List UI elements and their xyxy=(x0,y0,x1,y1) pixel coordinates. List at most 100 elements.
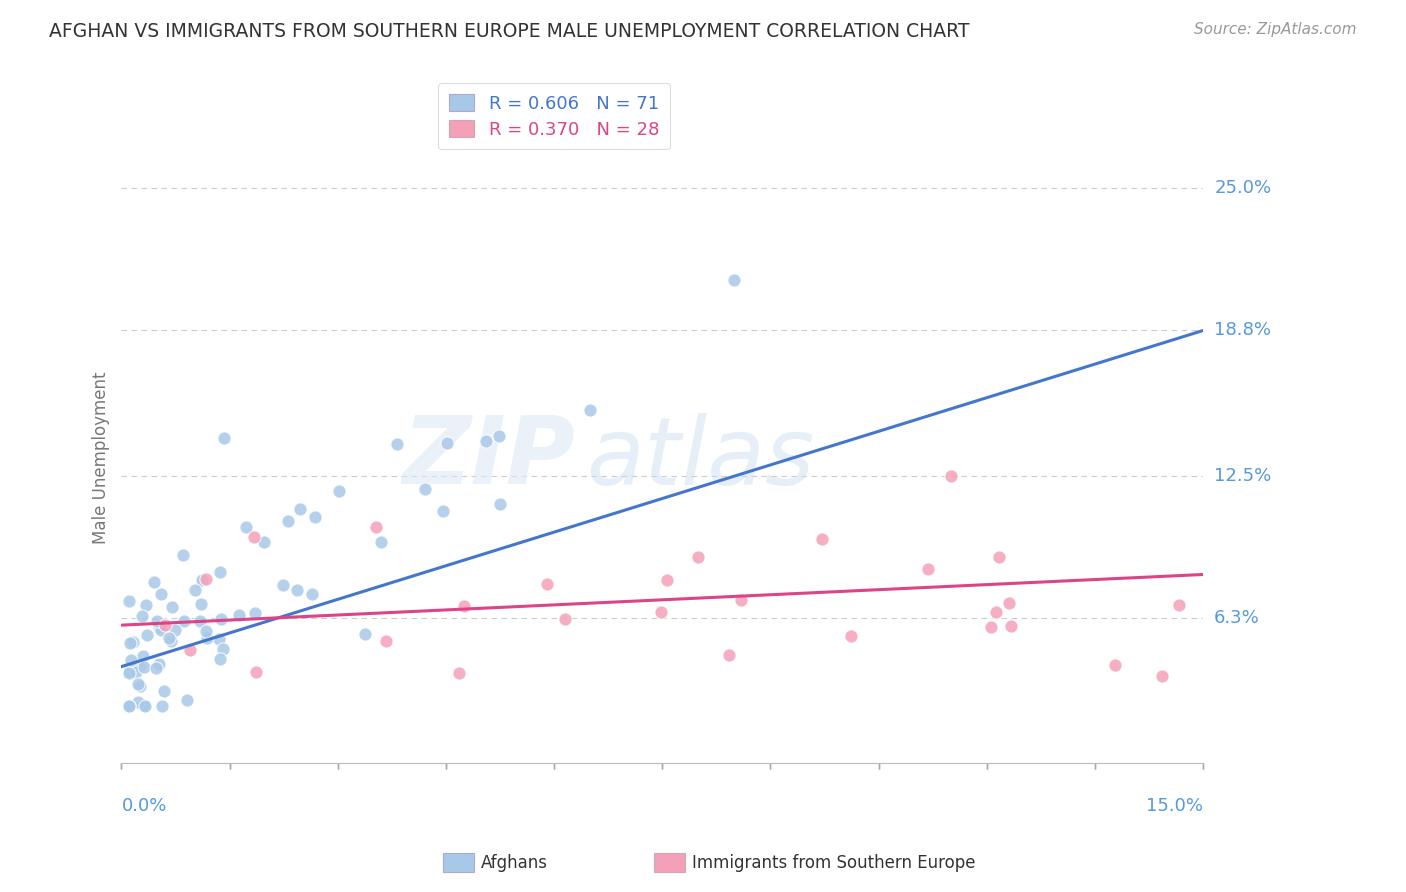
Point xyxy=(387,436,409,450)
Y-axis label: Male Unemployment: Male Unemployment xyxy=(93,372,110,544)
Point xyxy=(132,649,155,664)
Point xyxy=(149,623,172,637)
Point xyxy=(135,599,157,613)
Point xyxy=(304,510,326,524)
Point xyxy=(436,435,458,450)
Point xyxy=(209,612,232,626)
Point xyxy=(655,573,678,587)
Point xyxy=(136,628,159,642)
Point xyxy=(579,403,602,417)
Point xyxy=(150,698,173,713)
Point xyxy=(118,635,141,649)
Point xyxy=(285,583,308,598)
Text: Immigrants from Southern Europe: Immigrants from Southern Europe xyxy=(692,854,976,871)
Point xyxy=(121,635,143,649)
Point xyxy=(328,483,350,498)
Point xyxy=(132,698,155,712)
Point xyxy=(131,608,153,623)
Text: ZIP: ZIP xyxy=(404,412,575,504)
Point xyxy=(184,582,207,597)
Text: 6.3%: 6.3% xyxy=(1215,609,1260,627)
Point xyxy=(118,593,141,607)
Point xyxy=(176,693,198,707)
Point xyxy=(730,593,752,607)
Point xyxy=(980,620,1002,634)
Point xyxy=(191,574,214,588)
Point xyxy=(375,634,398,648)
Point xyxy=(243,606,266,620)
Point xyxy=(118,698,141,713)
Point xyxy=(1168,598,1191,612)
Point xyxy=(118,698,141,713)
Point xyxy=(212,431,235,445)
Point xyxy=(118,698,141,713)
Text: 18.8%: 18.8% xyxy=(1215,321,1271,340)
Point xyxy=(179,642,201,657)
Text: Afghans: Afghans xyxy=(481,854,548,871)
Point xyxy=(149,587,172,601)
Point xyxy=(128,657,150,672)
Point xyxy=(127,695,149,709)
Point xyxy=(650,605,672,619)
Text: AFGHAN VS IMMIGRANTS FROM SOUTHERN EUROPE MALE UNEMPLOYMENT CORRELATION CHART: AFGHAN VS IMMIGRANTS FROM SOUTHERN EUROP… xyxy=(49,22,970,41)
Point xyxy=(277,514,299,528)
Text: atlas: atlas xyxy=(586,413,815,504)
Point xyxy=(209,566,232,580)
Point xyxy=(688,549,710,564)
Point xyxy=(432,504,454,518)
Point xyxy=(160,600,183,615)
Point xyxy=(354,627,377,641)
Point xyxy=(172,549,194,563)
Point xyxy=(121,653,143,667)
Point xyxy=(132,660,155,674)
Point xyxy=(190,597,212,611)
Point xyxy=(148,657,170,672)
Point xyxy=(153,618,176,632)
Point xyxy=(127,677,149,691)
Point xyxy=(208,651,231,665)
Point xyxy=(536,576,558,591)
Point xyxy=(145,660,167,674)
Point xyxy=(1150,669,1173,683)
Point xyxy=(118,666,141,681)
Point xyxy=(253,534,276,549)
Point xyxy=(370,535,392,549)
Point xyxy=(188,614,211,628)
Point xyxy=(228,608,250,623)
Point xyxy=(941,468,963,483)
Point xyxy=(489,497,512,511)
Text: Source: ZipAtlas.com: Source: ZipAtlas.com xyxy=(1194,22,1357,37)
Text: 15.0%: 15.0% xyxy=(1146,797,1204,814)
Point xyxy=(475,434,498,448)
Point xyxy=(1104,658,1126,673)
Point xyxy=(195,631,218,645)
Point xyxy=(195,624,218,639)
Point xyxy=(243,530,266,544)
Point xyxy=(839,629,862,643)
Point xyxy=(811,532,834,546)
Point xyxy=(554,612,576,626)
Point xyxy=(1000,618,1022,632)
Point xyxy=(159,633,181,648)
Point xyxy=(986,605,1008,619)
Point xyxy=(488,429,510,443)
Point xyxy=(146,614,169,628)
Point xyxy=(124,665,146,680)
Point xyxy=(453,599,475,613)
Point xyxy=(718,648,741,663)
Point xyxy=(128,679,150,693)
Point xyxy=(288,501,311,516)
Point xyxy=(364,520,387,534)
Point xyxy=(194,572,217,586)
Point xyxy=(723,273,745,287)
Point xyxy=(413,482,436,496)
Point xyxy=(148,620,170,634)
Point xyxy=(173,615,195,629)
Point xyxy=(207,632,229,646)
Point xyxy=(997,596,1019,610)
Point xyxy=(271,578,294,592)
Point xyxy=(988,549,1011,564)
Point xyxy=(163,623,186,637)
Point xyxy=(447,665,470,680)
Point xyxy=(118,664,141,678)
